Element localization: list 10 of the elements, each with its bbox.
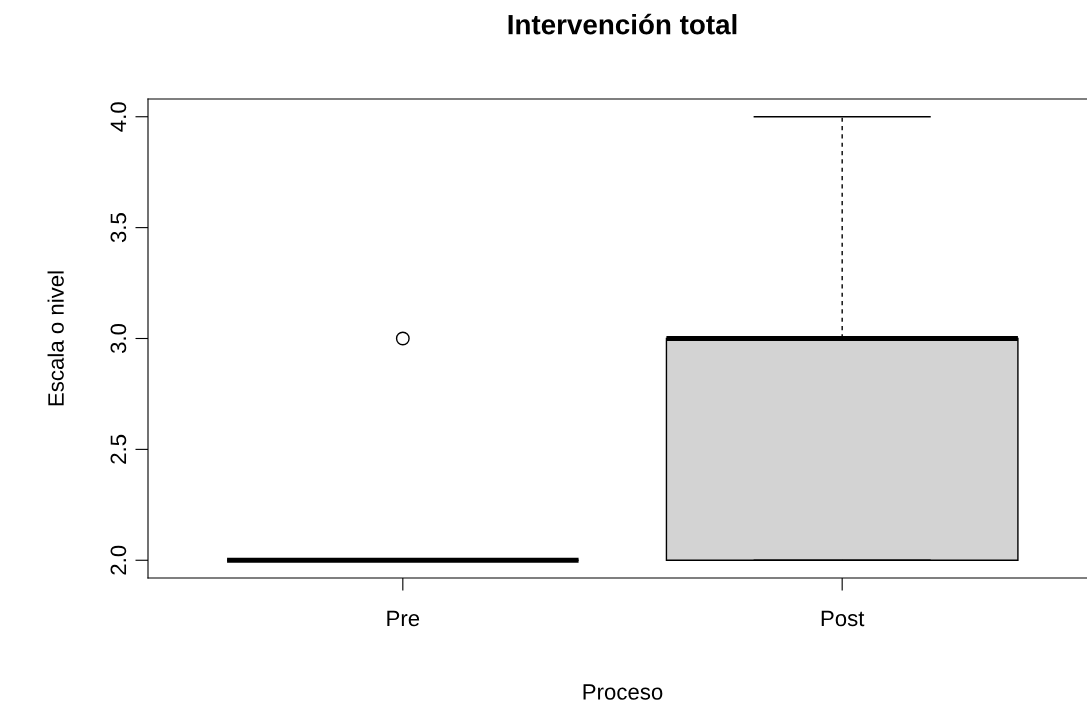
y-axis-title: Escala o nivel [47, 271, 64, 406]
y-tick-label: 3.0 [110, 323, 127, 354]
y-tick-label: 3.5 [110, 213, 127, 243]
y-tick-label: 4.0 [110, 102, 127, 132]
x-axis-title: Proceso [583, 684, 663, 700]
y-tick-label: 2.0 [110, 545, 127, 575]
x-tick-label: Pre [387, 610, 420, 627]
chart-title: Intervención total [508, 13, 737, 35]
x-tick-label: Post [821, 610, 865, 627]
y-tick-label: 2.5 [110, 434, 127, 464]
